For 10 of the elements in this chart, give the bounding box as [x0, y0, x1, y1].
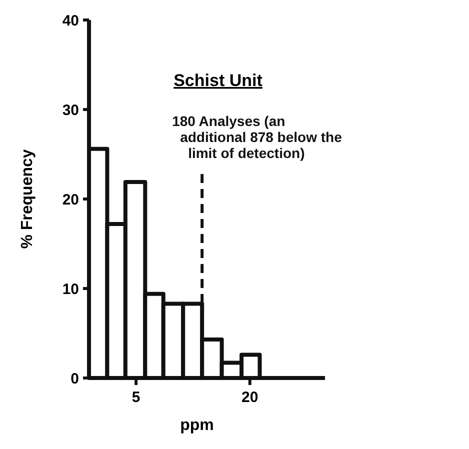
y-tick-label: 20: [62, 191, 79, 208]
y-tick-label: 40: [62, 12, 79, 30]
y-tick-label: 0: [70, 370, 79, 388]
text: Schist Unit: [174, 71, 263, 90]
ref-line-label: 180 Analyses (an additional 878 below the limit of detection): [172, 113, 342, 161]
y-tick-label: 10: [62, 280, 79, 298]
y-tick-label: 30: [62, 102, 79, 119]
x-axis-title: ppm: [180, 417, 214, 434]
x-tick-label: 5: [132, 389, 140, 406]
y-axis-title: % Frequency: [19, 149, 36, 249]
